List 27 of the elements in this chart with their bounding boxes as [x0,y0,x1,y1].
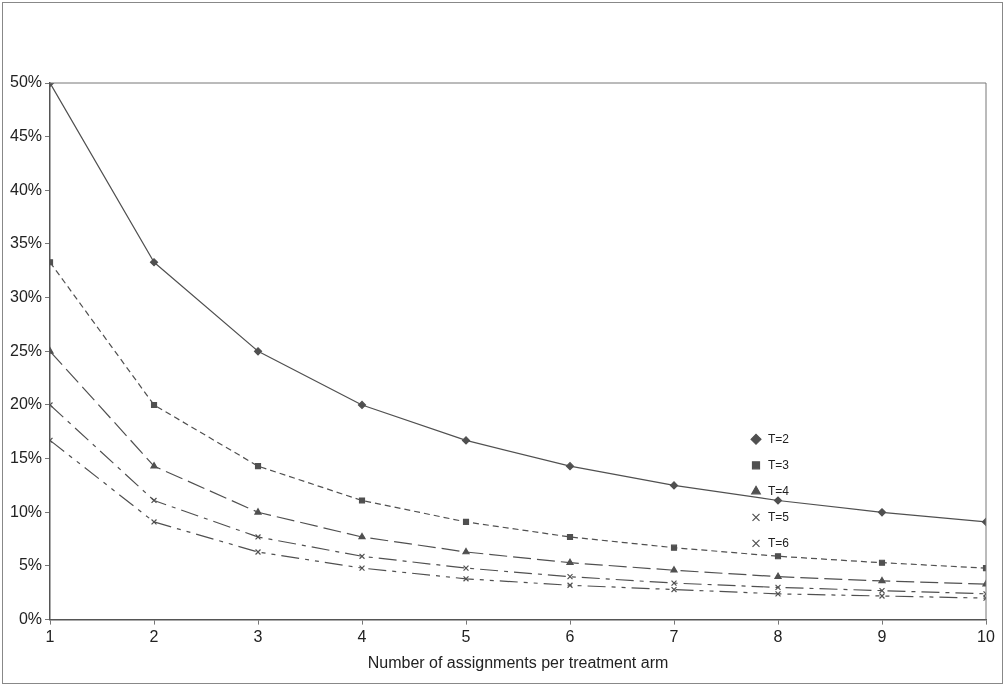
y-tick-label: 15% [9,449,43,467]
y-tick-label: 45% [9,127,43,145]
x-tick-label: 1 [45,627,55,645]
legend-label: T=6 [768,535,790,550]
x-tick-label: 2 [149,627,159,645]
y-tick-label: 10% [9,502,43,520]
x-tick-label: 7 [669,627,679,645]
x-axis-title: Number of assignments per treatment arm [367,653,669,671]
y-tick-label: 40% [9,180,43,198]
y-tick-label: 35% [9,234,43,252]
x-tick-label: 8 [773,627,783,645]
x-tick-label: 9 [877,627,887,645]
y-tick-label: 50% [9,73,43,91]
y-tick-label: 30% [9,288,43,306]
x-tick-label: 5 [461,627,471,645]
y-tick-label: 0% [18,610,43,628]
legend-label: T=3 [768,457,790,472]
x-tick-label: 10 [977,627,995,645]
y-tick-label: 5% [18,556,43,574]
x-tick-label: 4 [357,627,367,645]
y-tick-label: 25% [9,341,43,359]
y-tick-label: 20% [9,395,43,413]
legend-label: T=4 [768,483,790,498]
legend-label: T=2 [768,431,790,446]
x-tick-label: 3 [253,627,263,645]
legend-label: T=5 [768,509,790,524]
x-tick-label: 6 [565,627,575,645]
